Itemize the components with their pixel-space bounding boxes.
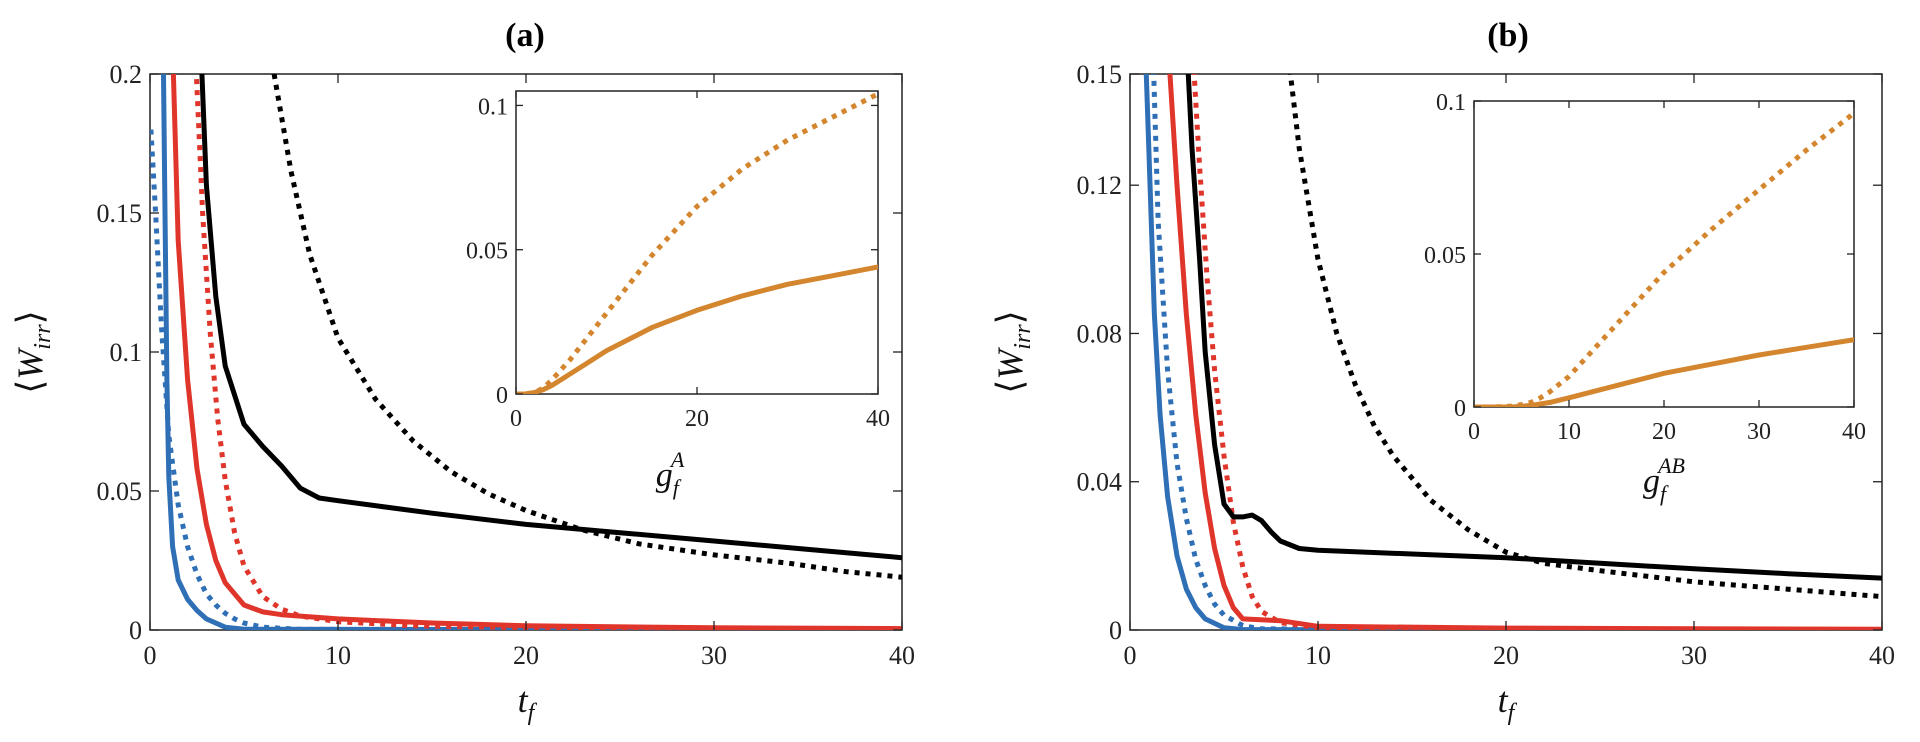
panel-a-plot-area: [150, 74, 902, 630]
panel-a-series-black-solid: [199, 74, 902, 561]
panel-b-title: (b): [1487, 17, 1529, 54]
panel-a-ytick-label: 0.1: [110, 338, 143, 367]
panel-a-xtick-label: 30: [701, 641, 727, 670]
panel-a-inset-plot-area: [516, 91, 878, 394]
panel-b-xlabel: tf: [1498, 680, 1518, 726]
panel-a-xtick-label: 10: [325, 641, 351, 670]
panel-a-inset-xtick-label: 0: [510, 406, 522, 432]
panel-b: (b) 0 10 20 30 40 0 0.04 0.08 0.12 0.15 tf ⟨Wirr⟩…: [990, 17, 1895, 726]
panel-a-series-blue-dotted: [150, 129, 902, 630]
panel-b-inset-xtick-label: 40: [1842, 419, 1866, 445]
panel-b-inset-ytick-label: 0: [1454, 396, 1466, 422]
panel-a-inset-series-orange-solid: [516, 264, 878, 394]
panel-b-inset-xtick-label: 0: [1468, 419, 1480, 445]
panel-b-inset-plot-area: [1474, 111, 1854, 407]
panel-b-inset-xtick-label: 10: [1557, 419, 1581, 445]
panel-a-ylabel: ⟨Wirr⟩: [10, 310, 56, 393]
panel-a-ytick-label: 0.2: [110, 60, 143, 89]
panel-b-inset-series-orange-solid: [1474, 337, 1854, 407]
panel-a-series-black-dotted: [271, 74, 902, 580]
panel-a-inset-xtick-label: 20: [685, 406, 709, 432]
panel-b-inset-series-orange-dotted: [1474, 111, 1854, 407]
panel-a-ytick-label: 0: [129, 616, 142, 645]
panel-a-inset-ytick-label: 0.05: [466, 239, 508, 265]
panel-b-inset-xtick-label: 20: [1652, 419, 1676, 445]
panel-b-inset-ticks: 0 10 20 30 40 0 0.05 0.1: [1424, 90, 1866, 445]
panel-a-ytick-label: 0.15: [97, 199, 143, 228]
panel-b-ticks: 0 10 20 30 40 0 0.04 0.08 0.12 0.15: [1077, 60, 1896, 670]
panel-b-ytick-label: 0.08: [1077, 319, 1123, 348]
panel-b-series-blue-dotted: [1151, 74, 1882, 630]
panel-a-ytick-label: 0.05: [97, 477, 143, 506]
panel-a-inset-series-orange-dotted: [516, 91, 878, 394]
panel-b-ytick-label: 0.15: [1077, 60, 1123, 89]
panel-b-ylabel: ⟨Wirr⟩: [990, 310, 1036, 393]
panel-b-inset-xtick-label: 30: [1747, 419, 1771, 445]
panel-b-xtick-label: 10: [1305, 641, 1331, 670]
panel-a-inset-frame: [515, 90, 879, 395]
panel-b-ytick-label: 0.04: [1077, 468, 1123, 497]
panel-b-inset-frame: [1473, 100, 1855, 408]
panel-b-xtick-label: 40: [1869, 641, 1895, 670]
panel-b-xtick-label: 30: [1681, 641, 1707, 670]
panel-b-ytick-label: 0.12: [1077, 171, 1123, 200]
panel-a: (a) 0 10 20 30 40 0 0.05 0.1 0.15 0.2 tf ⟨Wirr⟩ 0…: [10, 17, 915, 726]
panel-b-inset-ytick-label: 0.05: [1424, 243, 1466, 269]
panel-b-inset-xlabel: gfAB: [1643, 453, 1685, 506]
panel-a-xtick-label: 20: [513, 641, 539, 670]
panel-a-inset-ytick-label: 0.1: [478, 94, 508, 120]
panel-a-ticks: 0 10 20 30 40 0 0.05 0.1 0.15 0.2: [97, 60, 916, 670]
panel-a-xlabel: tf: [518, 680, 538, 726]
panel-b-ytick-label: 0: [1109, 616, 1122, 645]
panel-a-inset-xlabel: gfA: [656, 447, 685, 500]
panel-b-xtick-label: 20: [1493, 641, 1519, 670]
panel-a-xtick-label: 0: [144, 641, 157, 670]
panel-b-series-blue-solid: [1143, 74, 1882, 630]
panel-a-inset-ticks: 0 20 40 0 0.05 0.1: [466, 91, 890, 432]
panel-b-xtick-label: 0: [1124, 641, 1137, 670]
panel-a-inset-xtick-label: 40: [866, 406, 890, 432]
panel-a-series-blue-solid: [160, 74, 902, 630]
panel-a-inset-ytick-label: 0: [496, 383, 508, 409]
panel-a-title: (a): [505, 17, 545, 54]
panel-b-series-black-solid: [1185, 74, 1882, 581]
panel-a-xtick-label: 40: [889, 641, 915, 670]
panel-b-inset-ytick-label: 0.1: [1436, 90, 1466, 116]
